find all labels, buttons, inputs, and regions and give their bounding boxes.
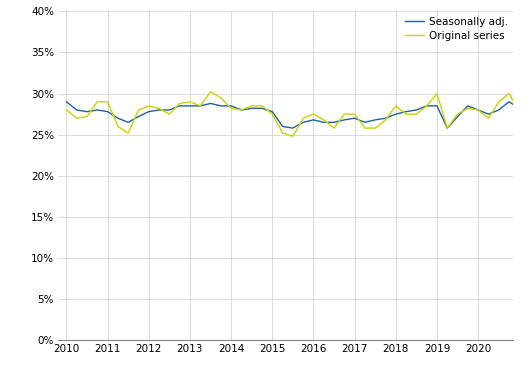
Seasonally adj. <box>269 109 276 114</box>
Legend: Seasonally adj., Original series: Seasonally adj., Original series <box>403 14 510 43</box>
Seasonally adj. <box>84 109 90 114</box>
Original series <box>434 91 440 96</box>
Seasonally adj. <box>63 99 70 104</box>
Original series <box>84 114 90 119</box>
Seasonally adj. <box>290 126 296 130</box>
Line: Original series: Original series <box>67 92 529 136</box>
Original series <box>207 90 214 94</box>
Seasonally adj. <box>424 104 430 108</box>
Original series <box>166 112 172 116</box>
Original series <box>516 109 523 114</box>
Seasonally adj. <box>506 99 512 104</box>
Original series <box>290 134 296 139</box>
Original series <box>63 108 70 112</box>
Line: Seasonally adj.: Seasonally adj. <box>67 102 529 128</box>
